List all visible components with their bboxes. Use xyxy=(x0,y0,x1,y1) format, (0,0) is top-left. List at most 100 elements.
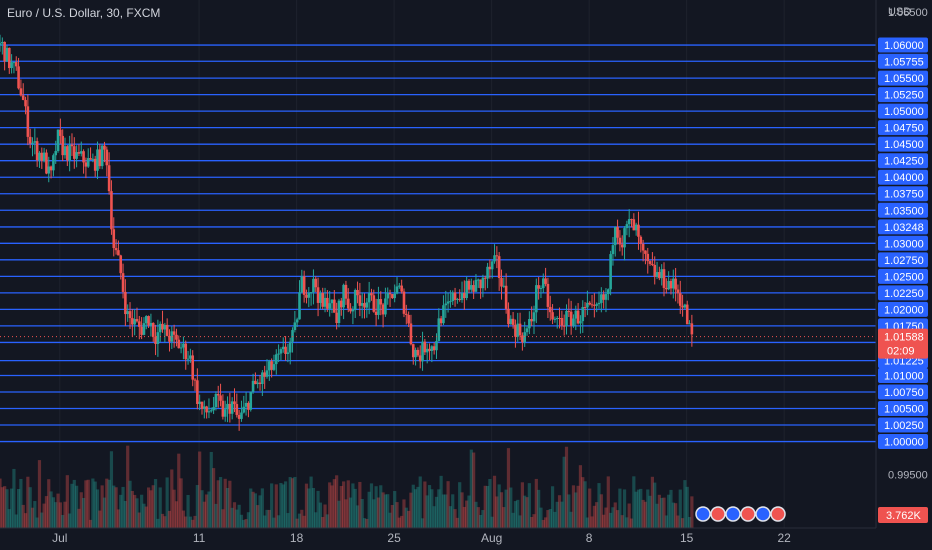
event-flag-icon xyxy=(740,506,756,522)
current-price-box xyxy=(878,328,928,359)
volume-bar xyxy=(674,503,678,528)
level-label: 1.02250 xyxy=(884,288,924,300)
volume-bar xyxy=(30,507,35,528)
candle-body xyxy=(56,129,60,152)
level-label: 1.04500 xyxy=(884,139,924,151)
candle-body xyxy=(307,292,311,298)
candle-body xyxy=(144,316,148,324)
volume-bar xyxy=(460,492,464,528)
candle-body xyxy=(569,311,573,326)
candle-body xyxy=(518,323,522,336)
volume-bar xyxy=(671,502,675,528)
candle-body xyxy=(676,289,680,294)
candle-body xyxy=(14,62,18,67)
candle-body xyxy=(31,142,34,144)
volume-bar xyxy=(402,499,406,528)
candle-body xyxy=(149,322,153,326)
volume-bar xyxy=(553,511,557,528)
volume-bar xyxy=(149,490,153,528)
volume-bar xyxy=(611,507,615,528)
level-label: 1.00750 xyxy=(884,387,924,399)
volume-bar xyxy=(474,501,478,528)
candle-body xyxy=(221,400,225,417)
candle-body xyxy=(179,347,183,349)
volume-bar xyxy=(548,508,552,528)
volume-bar xyxy=(14,514,18,528)
candle-body xyxy=(546,283,550,307)
volume-bar xyxy=(263,515,267,528)
candle-body xyxy=(565,310,568,327)
volume-bar xyxy=(400,515,404,528)
candle-body xyxy=(82,151,85,163)
candle-body xyxy=(100,145,104,167)
candle-body xyxy=(425,348,429,353)
level-label: 1.03000 xyxy=(884,238,924,250)
candle-body xyxy=(495,255,499,257)
candle-body xyxy=(528,319,531,329)
candle-body xyxy=(641,243,645,251)
volume-bar xyxy=(260,488,264,528)
volume-bar xyxy=(128,480,132,528)
event-flag-icon xyxy=(695,506,711,522)
level-label-box xyxy=(878,120,928,136)
candle-body xyxy=(131,318,134,325)
candle-body xyxy=(579,321,582,324)
level-label: 1.05000 xyxy=(884,106,924,118)
volume-bar xyxy=(599,494,603,528)
volume-bar xyxy=(163,516,167,528)
candle-body xyxy=(620,244,624,248)
volume-bar xyxy=(495,496,499,528)
volume-bar xyxy=(427,485,432,528)
volume-bar xyxy=(235,509,239,528)
candle-body xyxy=(230,401,234,414)
candle-body xyxy=(295,319,299,323)
volume-bar xyxy=(490,516,494,528)
level-label-box xyxy=(878,417,928,433)
countdown-label: 02:09 xyxy=(887,346,915,358)
volume-bar xyxy=(620,515,624,528)
candle-body xyxy=(627,219,631,225)
candle-body xyxy=(658,272,661,279)
volume-bar xyxy=(146,487,151,528)
time-tick-label: Jul xyxy=(52,531,67,545)
candle-body xyxy=(288,341,292,353)
candle-body xyxy=(525,328,529,333)
volume-bar xyxy=(28,487,32,528)
volume-bar xyxy=(216,480,220,528)
candle-body xyxy=(242,406,246,413)
candle-body xyxy=(465,280,468,299)
candle-body xyxy=(161,323,164,330)
candle-body xyxy=(263,372,266,377)
volume-bar xyxy=(279,482,283,528)
candle-body xyxy=(560,318,564,326)
candle-body xyxy=(509,318,513,325)
volume-bar xyxy=(618,488,622,528)
volume-bar xyxy=(469,449,473,528)
candle-body xyxy=(35,141,39,161)
candle-body xyxy=(45,152,48,174)
level-label-box xyxy=(878,384,928,400)
volume-bar xyxy=(116,509,121,528)
candle-body xyxy=(270,361,273,370)
volume-bar xyxy=(140,494,144,528)
candle-body xyxy=(135,319,139,322)
volume-bar xyxy=(544,517,548,528)
candle-body xyxy=(539,288,543,290)
event-flag-icon xyxy=(755,506,771,522)
candle-body xyxy=(502,285,506,287)
candle-body xyxy=(467,280,471,290)
candle-body xyxy=(177,339,181,349)
volume-bar xyxy=(634,491,638,528)
candle-body xyxy=(28,136,32,144)
candle-body xyxy=(147,316,150,326)
volume-bar xyxy=(532,514,536,528)
volume-bar xyxy=(218,477,223,528)
volume-bar xyxy=(360,498,364,528)
volume-bar xyxy=(639,488,643,528)
level-label-box xyxy=(878,268,928,284)
candle-body xyxy=(602,294,605,300)
candle-body xyxy=(558,317,561,319)
candle-body xyxy=(42,152,46,161)
volume-bar xyxy=(504,489,508,528)
